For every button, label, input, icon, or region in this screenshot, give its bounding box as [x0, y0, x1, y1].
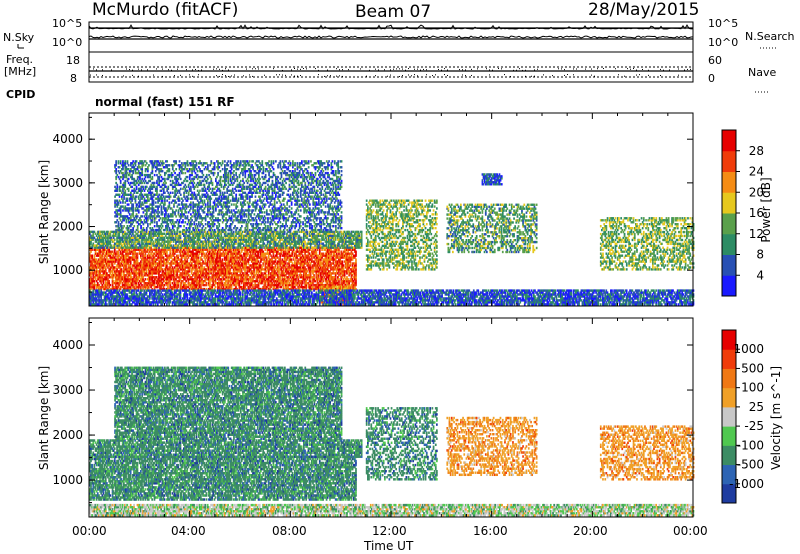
power-cell: [108, 280, 110, 282]
nsky-panel-frame: [89, 22, 693, 52]
power-cell: [91, 255, 93, 257]
power-panel: [89, 160, 694, 305]
rti-plot: 10002000300040001000200030004000 4812162…: [0, 0, 800, 554]
power-cell: [177, 255, 179, 257]
power-cell: [137, 253, 139, 255]
power-cell: [145, 278, 147, 280]
power-cell: [109, 284, 111, 286]
